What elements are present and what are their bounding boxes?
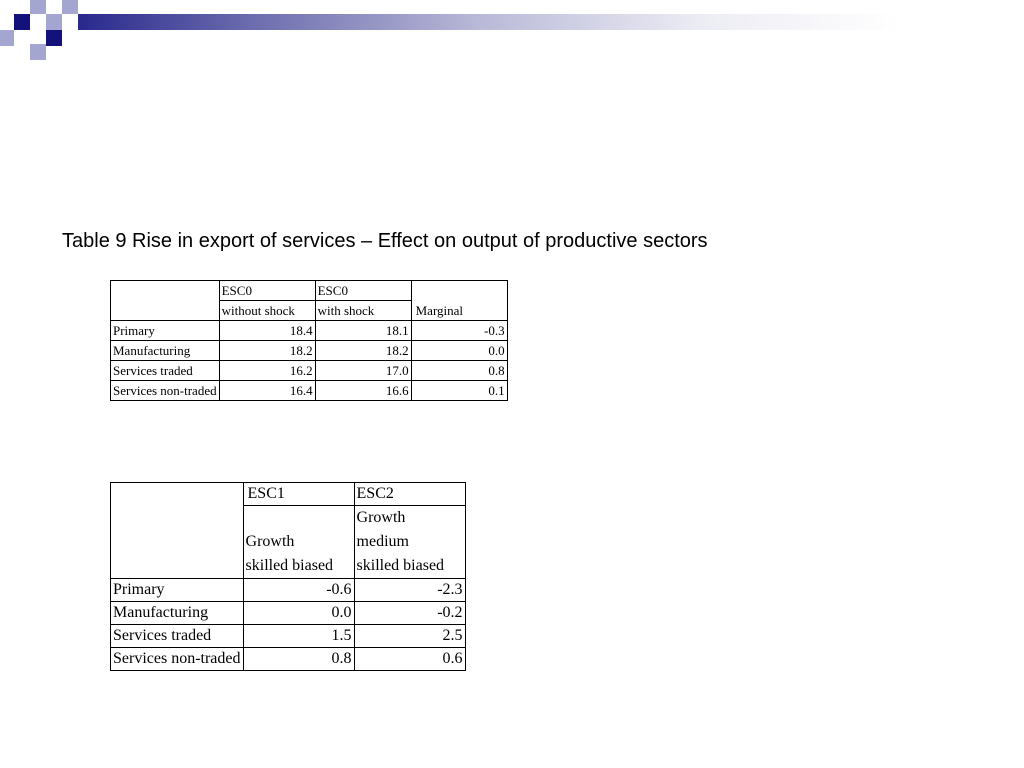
table-header-row: ESC1 ESC2 (110, 482, 466, 579)
table-cell: 2.5 (353, 624, 466, 648)
header-line: Growth (245, 533, 295, 550)
row-label: Services traded (110, 624, 244, 648)
table-cell: 1.5 (242, 624, 355, 648)
header-line: skilled biased (245, 557, 334, 574)
table-header-cell: Marginal (410, 280, 508, 321)
table-header-cell: without shock (218, 300, 316, 321)
table-row: Services non-traded 0.8 0.6 (110, 647, 466, 671)
table-cell: 18.2 (314, 340, 412, 361)
table-row: Services traded 16.2 17.0 0.8 (110, 360, 508, 381)
header-square (30, 0, 46, 16)
table-header-cell: ESC0 (218, 280, 316, 301)
table-cell: 16.2 (218, 360, 316, 381)
header-square (46, 0, 62, 16)
header-square (0, 0, 16, 16)
table-header-row: Growth skilled biased Growth medium skil… (111, 505, 466, 579)
table-row: Manufacturing 0.0 -0.2 (110, 601, 466, 625)
header-line: skilled biased (356, 557, 445, 574)
slide-title: Table 9 Rise in export of services – Eff… (62, 230, 708, 252)
row-label: Services non-traded (110, 647, 244, 671)
table-row: Manufacturing 18.2 18.2 0.0 (110, 340, 508, 361)
header-square (62, 30, 78, 46)
table-header-cell: with shock (314, 300, 412, 321)
header-line: Growth (356, 509, 406, 526)
table-cell: 0.6 (353, 647, 466, 671)
table-cell: 16.6 (314, 380, 412, 401)
table-cell: 17.0 (314, 360, 412, 381)
header-square (0, 14, 16, 30)
table-header-row: ESC0 ESC0 Marginal (110, 280, 508, 321)
table-row: Services traded 1.5 2.5 (110, 624, 466, 648)
table-header-cell: Growth medium skilled biased (353, 505, 466, 579)
table-cell: -0.3 (410, 320, 508, 341)
table-cell: 16.4 (218, 380, 316, 401)
table-cell: 18.4 (218, 320, 316, 341)
header-square (46, 30, 62, 46)
table-cell: 18.1 (314, 320, 412, 341)
header-square (46, 14, 62, 30)
table-header-cell: Growth skilled biased (242, 505, 355, 579)
table-row: Services non-traded 16.4 16.6 0.1 (110, 380, 508, 401)
row-label: Manufacturing (110, 340, 220, 361)
row-label: Services non-traded (110, 380, 220, 401)
table-cell: -0.6 (242, 578, 355, 602)
table-cell: 0.8 (242, 647, 355, 671)
row-label: Services traded (110, 360, 220, 381)
table-corner-cell (110, 482, 244, 579)
header-gradient-bar (0, 14, 1024, 30)
header-square (14, 14, 30, 30)
table-cell: 0.1 (410, 380, 508, 401)
table-row: Primary -0.6 -2.3 (110, 578, 466, 602)
table-cell: 18.2 (218, 340, 316, 361)
output-table-esc0: ESC0 ESC0 Marginal without shock with sh… (110, 280, 508, 401)
table-corner-cell (110, 280, 220, 321)
row-label: Primary (110, 320, 220, 341)
table-header-cell: ESC2 (353, 482, 466, 506)
table-header-cell: ESC0 (314, 280, 412, 301)
row-label: Manufacturing (110, 601, 244, 625)
header-square (30, 44, 46, 60)
output-table-esc1-esc2: ESC1 ESC2 Growth skilled biased Growth m… (110, 482, 466, 671)
table-row: Primary 18.4 18.1 -0.3 (110, 320, 508, 341)
header-square (30, 14, 46, 30)
row-label: Primary (110, 578, 244, 602)
header-square (62, 14, 78, 30)
header-square (0, 30, 16, 46)
table-cell: 0.8 (410, 360, 508, 381)
table-cell: 0.0 (242, 601, 355, 625)
table-header-cell: ESC1 (242, 482, 355, 506)
header-line: medium (356, 533, 409, 550)
header-square (14, 30, 30, 46)
header-square (62, 0, 78, 16)
table-cell: -2.3 (353, 578, 466, 602)
table-cell: 0.0 (410, 340, 508, 361)
table-cell: -0.2 (353, 601, 466, 625)
